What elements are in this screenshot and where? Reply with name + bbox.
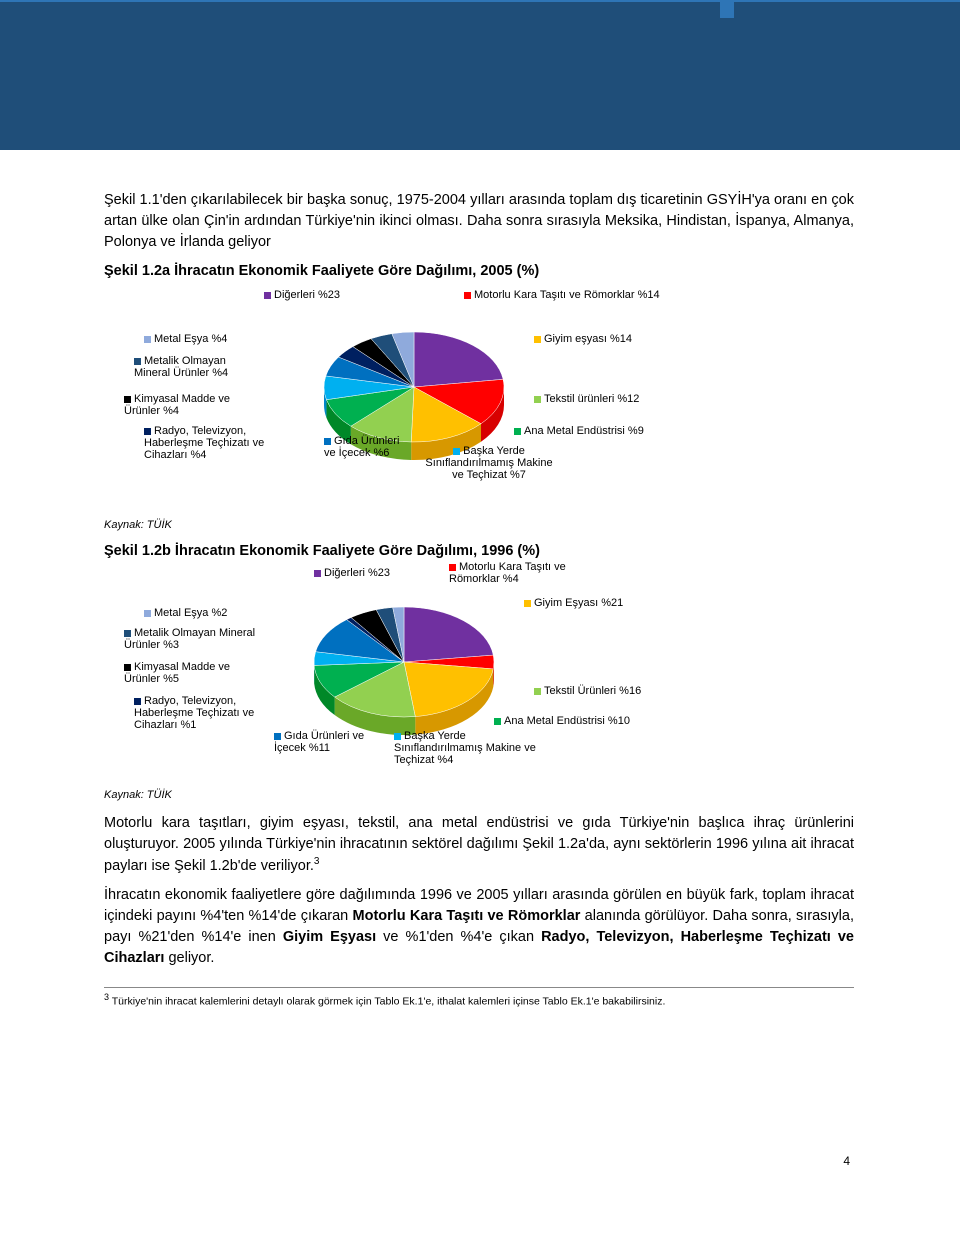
chart-b-source: Kaynak: TÜİK — [104, 789, 744, 801]
page-content: Şekil 1.1'den çıkarılabilecek bir başka … — [104, 190, 854, 1007]
header-band — [0, 0, 960, 150]
label-a-kimyasal: Kimyasal Madde ve Ürünler %4 — [124, 393, 264, 417]
label-b-baska: Başka Yerde Sınıflandırılmamış Makine ve… — [394, 730, 544, 766]
label-b-tekstil: Tekstil Ürünleri %16 — [534, 685, 641, 697]
label-b-metal-esya: Metal Eşya %2 — [144, 607, 227, 619]
label-a-motorlu: Motorlu Kara Taşıtı ve Römorklar %14 — [464, 289, 660, 301]
label-a-gida: Gıda Ürünleri ve İçecek %6 — [324, 435, 414, 459]
label-b-ana-metal: Ana Metal Endüstrisi %10 — [494, 715, 630, 727]
label-b-giyim: Giyim Eşyası %21 — [524, 597, 623, 609]
label-a-ana-metal: Ana Metal Endüstrisi %9 — [514, 425, 644, 437]
paragraph-1: Şekil 1.1'den çıkarılabilecek bir başka … — [104, 190, 854, 253]
label-b-kimyasal: Kimyasal Madde ve Ürünler %5 — [124, 661, 254, 685]
label-a-giyim: Giyim eşyası %14 — [534, 333, 632, 345]
label-a-baska: Başka Yerde Sınıflandırılmamış Makine ve… — [424, 445, 554, 481]
label-b-gida: Gıda Ürünleri ve İçecek %11 — [274, 730, 374, 754]
footnote-rule — [104, 987, 854, 988]
label-a-radyo: Radyo, Televizyon, Haberleşme Teçhizatı … — [144, 425, 294, 461]
pie-chart-b — [304, 590, 504, 750]
label-a-metalik: Metalik Olmayan Mineral Ürünler %4 — [134, 355, 264, 379]
header-accent-tab — [720, 0, 734, 18]
chart-a-source: Kaynak: TÜİK — [104, 519, 744, 531]
chart-a: Diğerleri %23 Motorlu Kara Taşıtı ve Röm… — [104, 285, 744, 531]
label-a-metal-esya: Metal Eşya %4 — [144, 333, 227, 345]
label-a-digerleri: Diğerleri %23 — [264, 289, 340, 301]
chart-b-title: Şekil 1.2b İhracatın Ekonomik Faaliyete … — [104, 543, 854, 559]
label-a-tekstil: Tekstil ürünleri %12 — [534, 393, 639, 405]
footnote: 3 Türkiye'nin ihracat kalemlerini detayl… — [104, 992, 854, 1008]
label-b-digerleri: Diğerleri %23 — [314, 567, 390, 579]
page-number: 4 — [843, 1154, 850, 1168]
label-b-metalik: Metalik Olmayan Mineral Ürünler %3 — [124, 627, 264, 651]
label-b-radyo: Radyo, Televizyon, Haberleşme Teçhizatı … — [134, 695, 294, 731]
chart-a-title: Şekil 1.2a İhracatın Ekonomik Faaliyete … — [104, 263, 854, 279]
chart-b: Diğerleri %23 Motorlu Kara Taşıtı ve Röm… — [104, 565, 744, 801]
paragraph-3: İhracatın ekonomik faaliyetlere göre dağ… — [104, 885, 854, 969]
paragraph-2: Motorlu kara taşıtları, giyim eşyası, te… — [104, 813, 854, 877]
label-b-motorlu: Motorlu Kara Taşıtı ve Römorklar %4 — [449, 561, 589, 585]
